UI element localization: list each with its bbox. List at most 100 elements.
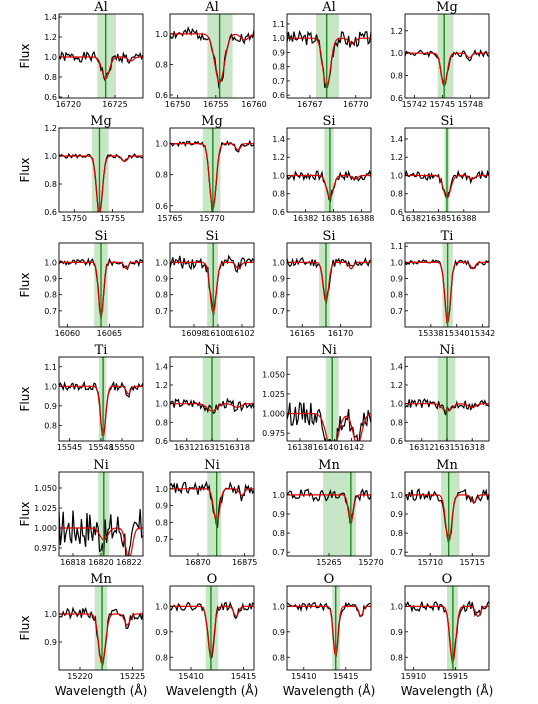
model-spectrum-line — [59, 155, 143, 212]
axes-frame — [404, 242, 490, 328]
y-tick-label: 1.000 — [262, 410, 285, 419]
x-tick-label: 15915 — [443, 672, 468, 681]
y-tick-label: 1.2 — [155, 381, 168, 390]
x-tick-label: 15338 — [418, 329, 443, 338]
y-tick-label: 0.6 — [390, 437, 403, 446]
x-tick-label: 15710 — [417, 558, 442, 567]
spectrum-panel: Mg 15750 15755 0.6 0.8 1.0 1.2 Flux — [18, 114, 144, 223]
axes-frame — [286, 242, 372, 328]
y-tick-label: 0.9 — [272, 510, 285, 519]
model-spectrum-line — [59, 613, 143, 666]
x-tick-label: 16382 — [401, 214, 426, 223]
y-tick-label: 1.2 — [272, 153, 285, 162]
y-tick-label: 1.0 — [272, 602, 285, 611]
x-tick-label: 16140 — [313, 443, 338, 452]
y-tick-label: 0.6 — [155, 437, 168, 446]
model-spectrum-line — [287, 412, 371, 441]
spectrum-panel: Si 16382 16385 16388 0.6 0.8 1.0 1.2 1.4 — [390, 114, 490, 223]
panel-title: Mg — [436, 0, 458, 15]
y-tick-label: 1.0 — [155, 258, 168, 267]
y-tick-label: 1.025 — [262, 390, 285, 399]
panel-title: Al — [93, 0, 108, 15]
y-axis-label: Flux — [18, 158, 32, 183]
x-tick-label: 16100 — [205, 329, 230, 338]
y-tick-label: 0.8 — [155, 418, 168, 427]
fit-window-band — [319, 243, 330, 327]
y-tick-label: 1.0 — [44, 382, 57, 391]
y-tick-label: 0.975 — [34, 544, 57, 553]
axes-frame — [404, 585, 490, 671]
y-tick-label: 0.9 — [272, 275, 285, 284]
y-tick-label: 1.050 — [262, 370, 285, 379]
y-tick-label: 1.0 — [44, 53, 57, 62]
fit-window-band — [324, 128, 334, 212]
observed-spectrum-line — [287, 401, 371, 441]
x-tick-label: 16720 — [56, 100, 81, 109]
x-tick-label: 16060 — [55, 329, 80, 338]
y-tick-label: 0.975 — [262, 429, 285, 438]
y-tick-label: 1.0 — [272, 491, 285, 500]
y-tick-label: 0.7 — [272, 307, 285, 316]
panel-title: Si — [205, 229, 218, 244]
spectrum-panel: Al 16720 16725 0.6 0.8 1.0 1.2 1.4 Flux — [18, 0, 144, 109]
y-tick-label: 0.6 — [44, 208, 57, 217]
x-tick-label: 16065 — [97, 329, 122, 338]
panel-title: Ni — [321, 343, 337, 358]
x-tick-label: 16165 — [290, 329, 315, 338]
y-tick-label: 0.8 — [272, 529, 285, 538]
y-tick-label: 0.8 — [272, 653, 285, 662]
x-tick-label: 16312 — [409, 443, 434, 452]
x-tick-label: 15910 — [401, 672, 426, 681]
spectrum-panel: Si 16165 16170 0.7 0.8 0.9 1.0 — [272, 229, 372, 338]
y-tick-label: 1.0 — [155, 140, 168, 149]
x-tick-label: 16385 — [321, 214, 346, 223]
x-tick-label: 15745 — [430, 100, 455, 109]
x-tick-label: 16870 — [185, 558, 210, 567]
fit-window-band — [441, 472, 460, 556]
spectrum-panel: Ti 15338 15340 15342 0.7 0.8 0.9 1.0 1.1 — [390, 229, 495, 338]
model-spectrum-line — [59, 56, 143, 80]
x-tick-label: 15770 — [199, 214, 224, 223]
spectrum-panel: Ni 16818 16820 16822 0.975 1.000 1.025 1.050Flu… — [18, 458, 144, 567]
axes-frame — [58, 242, 144, 328]
axes-frame — [58, 127, 144, 213]
x-tick-label: 16767 — [297, 100, 322, 109]
y-tick-label: 1.2 — [44, 33, 57, 42]
x-tick-label: 16388 — [451, 214, 476, 223]
spectrum-panel: Mn 15220 15225 0.9 1.0 Flux Wavelength (Å) — [18, 572, 147, 698]
y-tick-label: 1.000 — [34, 524, 57, 533]
y-axis-label: Flux — [18, 502, 32, 527]
axes-frame — [169, 471, 255, 557]
x-axis-label: Wavelength (Å) — [166, 683, 259, 698]
y-tick-label: 0.8 — [390, 529, 403, 538]
x-tick-label: 16318 — [224, 443, 249, 452]
x-tick-label: 16818 — [60, 558, 85, 567]
spectrum-panel: Al 16750 16755 16760 0.6 0.8 1.0 — [155, 0, 266, 109]
y-tick-label: 0.7 — [390, 548, 403, 557]
observed-spectrum-line — [287, 169, 371, 203]
panel-title: Si — [322, 114, 335, 129]
y-tick-label: 1.0 — [155, 602, 168, 611]
panel-title: Ti — [441, 229, 454, 244]
y-tick-label: 0.7 — [155, 535, 168, 544]
y-tick-label: 1.0 — [44, 610, 57, 619]
model-spectrum-line — [170, 261, 254, 317]
model-spectrum-line — [287, 261, 371, 305]
model-spectrum-line — [405, 494, 489, 545]
panel-title: Ti — [95, 343, 108, 358]
axes-frame — [286, 356, 372, 442]
x-tick-label: 15220 — [67, 672, 92, 681]
spectrum-panel: O 15910 15915 0.8 0.9 1.0 Wavelength (Å) — [390, 572, 493, 698]
x-axis-label: Wavelength (Å) — [283, 683, 376, 698]
y-tick-label: 0.6 — [272, 91, 285, 100]
x-axis-label: Wavelength (Å) — [55, 683, 148, 698]
y-tick-label: 0.7 — [272, 548, 285, 557]
model-spectrum-line — [405, 605, 489, 665]
y-tick-label: 0.7 — [44, 307, 57, 316]
y-tick-label: 1.0 — [390, 491, 403, 500]
spectrum-panel: Ni 16312 16315 16318 0.6 0.8 1.0 1.2 1.4 — [155, 343, 255, 452]
panel-title: Mg — [201, 114, 223, 129]
panel-title: Si — [322, 229, 335, 244]
